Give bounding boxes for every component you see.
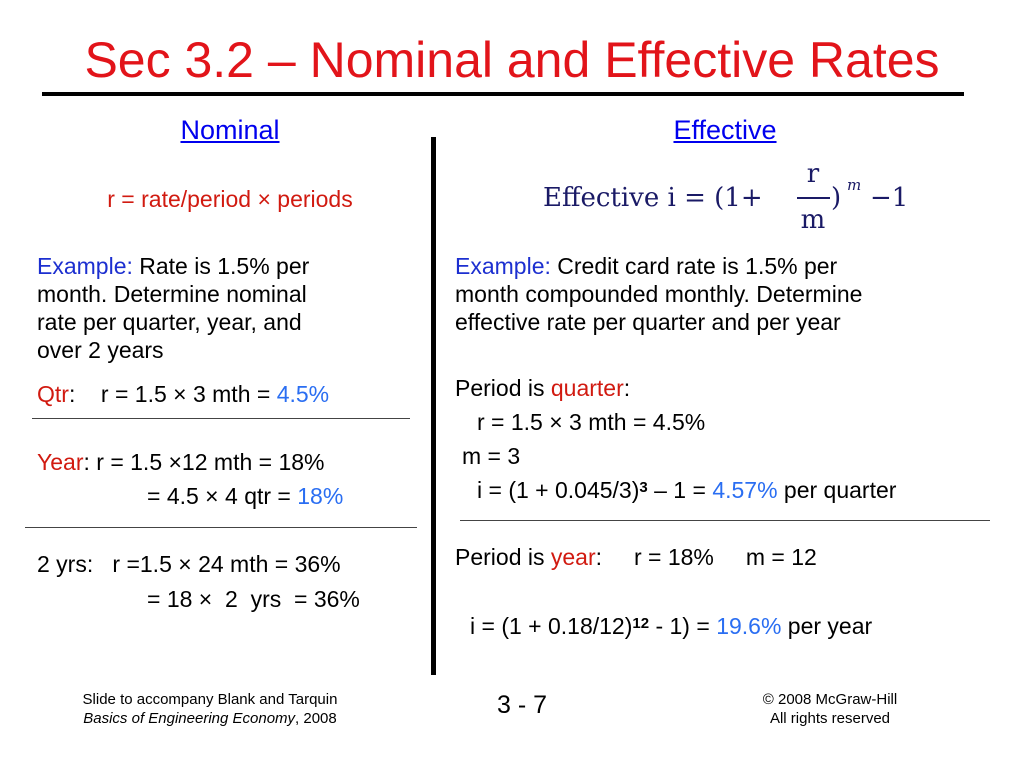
footer-credit-line: Slide to accompany Blank and Tarquin bbox=[82, 691, 338, 708]
effective-formula-left: Effective i = (1+ bbox=[543, 183, 763, 213]
qtr-label: Qtr bbox=[37, 381, 69, 407]
quarter-i-mid: – 1 = bbox=[647, 477, 713, 503]
footer-credit: Slide to accompany Blank and Tarquin Bas… bbox=[40, 690, 380, 728]
year-period-pre: Period is bbox=[455, 544, 551, 570]
effective-formula-numerator: r bbox=[806, 159, 820, 189]
nominal-example-line: over 2 years bbox=[37, 337, 164, 363]
effective-formula-paren: ) bbox=[831, 183, 842, 213]
column-divider bbox=[431, 137, 436, 675]
year-period-line: Period is year: r = 18% m = 12 bbox=[455, 543, 817, 571]
effective-heading[interactable]: Effective bbox=[673, 115, 777, 145]
year-i-exponent: 12 bbox=[632, 615, 650, 632]
nominal-2yrs-line: 2 yrs: r =1.5 × 24 mth = 36% bbox=[37, 551, 341, 577]
year-text: : r = 1.5 ×12 mth = 18% bbox=[83, 449, 325, 475]
nominal-year-line-2: = 4.5 × 4 qtr = 18% bbox=[147, 482, 343, 510]
quarter-i-pre: i = (1 + 0.045/3) bbox=[477, 477, 640, 503]
quarter-m-line: m = 3 bbox=[462, 443, 521, 469]
nominal-example-line: rate per quarter, year, and bbox=[37, 309, 302, 335]
slide-title: Sec 3.2 – Nominal and Effective Rates bbox=[84, 32, 940, 88]
year-i-result: 19.6% bbox=[716, 613, 782, 639]
nominal-divider-1 bbox=[32, 418, 410, 419]
year-i-mid: - 1) = bbox=[649, 613, 717, 639]
footer-book-year: , 2008 bbox=[295, 710, 337, 727]
effective-formula-denominator: m bbox=[800, 205, 826, 235]
footer-copyright-line: © 2008 McGraw-Hill bbox=[762, 691, 898, 708]
nominal-example-line: Rate is 1.5% per bbox=[139, 253, 310, 279]
nominal-example-line: month. Determine nominal bbox=[37, 281, 307, 307]
year-line2-text: = 4.5 × 4 qtr = bbox=[147, 483, 298, 509]
effective-divider bbox=[460, 520, 990, 521]
footer-book-title: Basics of Engineering Economy bbox=[83, 710, 296, 727]
year-result: 18% bbox=[297, 483, 344, 509]
footer-copyright: © 2008 McGraw-Hill All rights reserved bbox=[700, 690, 960, 728]
nominal-formula: r = rate/period × periods bbox=[107, 186, 353, 212]
quarter-period-post: : bbox=[623, 375, 631, 401]
effective-formula-exponent: m bbox=[847, 176, 862, 194]
year-i-post: per year bbox=[781, 613, 873, 639]
effective-example-label: Example: bbox=[455, 253, 551, 279]
quarter-period-line: Period is quarter: bbox=[455, 374, 630, 402]
quarter-i-result: 4.57% bbox=[712, 477, 778, 503]
effective-example: Example: Credit card rate is 1.5% per mo… bbox=[455, 252, 862, 336]
title-divider bbox=[42, 92, 964, 96]
qtr-result: 4.5% bbox=[276, 381, 330, 407]
quarter-i-post: per quarter bbox=[777, 477, 897, 503]
footer-rights-line: All rights reserved bbox=[769, 710, 891, 727]
effective-example-line: effective rate per quarter and per year bbox=[455, 309, 841, 335]
effective-example-line: month compounded monthly. Determine bbox=[455, 281, 863, 307]
effective-formula-right: −1 bbox=[870, 183, 909, 213]
quarter-word: quarter bbox=[550, 375, 624, 401]
qtr-text: : r = 1.5 × 3 mth = bbox=[68, 381, 277, 407]
nominal-divider-2 bbox=[25, 527, 417, 528]
page-number: 3 - 7 bbox=[496, 691, 548, 719]
quarter-i-exponent: 3 bbox=[639, 479, 648, 496]
nominal-example-label: Example: bbox=[37, 253, 133, 279]
nominal-year-line: Year: r = 1.5 ×12 mth = 18% bbox=[37, 448, 325, 476]
year-period-post: : r = 18% m = 12 bbox=[595, 544, 817, 570]
nominal-heading[interactable]: Nominal bbox=[180, 115, 280, 145]
nominal-qtr-line: Qtr: r = 1.5 × 3 mth = 4.5% bbox=[37, 380, 329, 408]
quarter-i-line: i = (1 + 0.045/3)3 – 1 = 4.57% per quart… bbox=[477, 476, 896, 504]
year-i-pre: i = (1 + 0.18/12) bbox=[470, 613, 633, 639]
year-i-line: i = (1 + 0.18/12)12 - 1) = 19.6% per yea… bbox=[470, 612, 872, 640]
year-label: Year bbox=[37, 449, 84, 475]
quarter-period-pre: Period is bbox=[455, 375, 551, 401]
nominal-example: Example: Rate is 1.5% per month. Determi… bbox=[37, 252, 309, 364]
quarter-r-line: r = 1.5 × 3 mth = 4.5% bbox=[477, 409, 706, 435]
nominal-2yrs-line-2: = 18 × 2 yrs = 36% bbox=[147, 586, 360, 612]
effective-example-line: Credit card rate is 1.5% per bbox=[557, 253, 838, 279]
year-word: year bbox=[550, 544, 596, 570]
fraction-bar bbox=[797, 197, 830, 199]
